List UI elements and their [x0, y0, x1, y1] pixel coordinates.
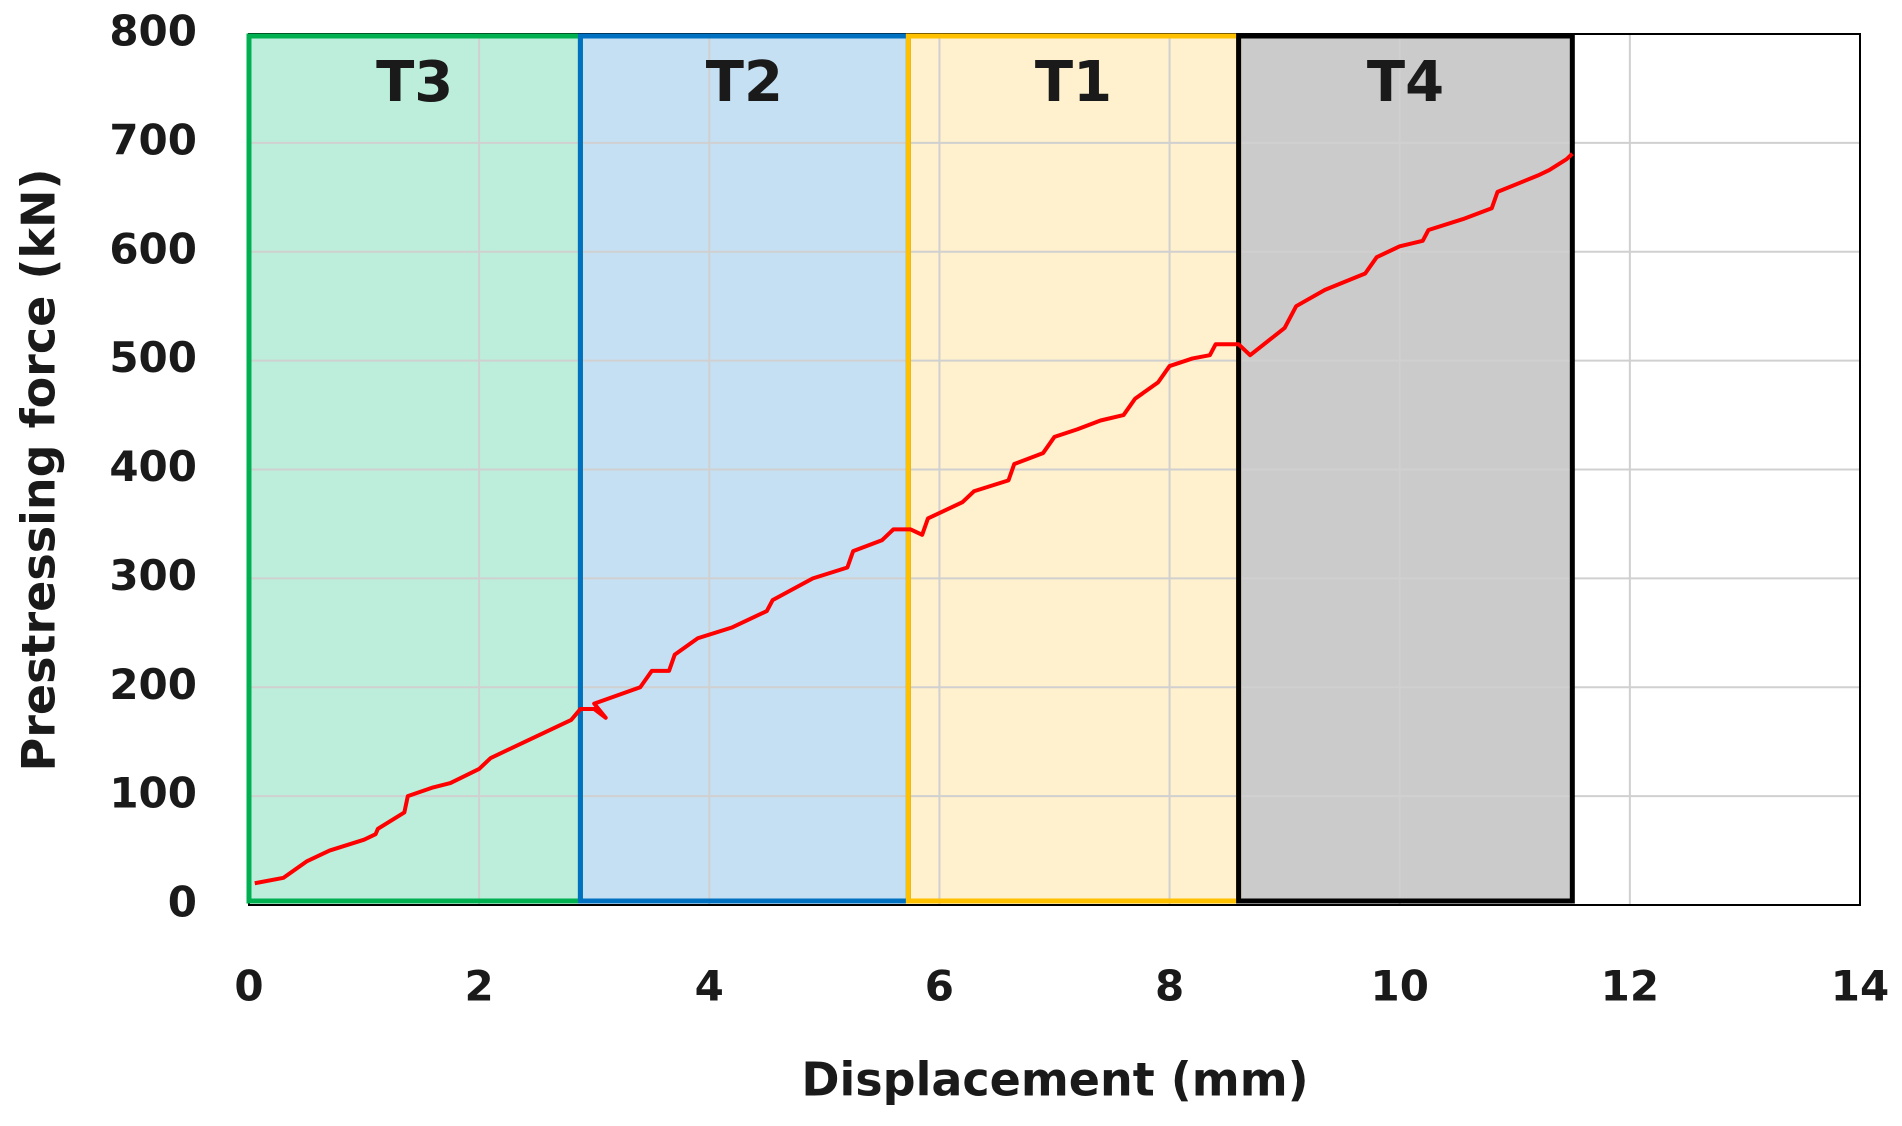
y-tick-label: 800: [109, 7, 197, 56]
y-tick-label: 100: [109, 769, 197, 818]
y-tick-label: 700: [109, 115, 197, 164]
region-label: T4: [1367, 50, 1444, 115]
x-tick-label: 8: [1155, 962, 1184, 1011]
x-axis-title: Displacement (mm): [801, 1053, 1308, 1107]
x-tick-label: 14: [1831, 962, 1889, 1011]
region-label: T2: [706, 50, 783, 115]
y-tick-label: 200: [109, 660, 197, 709]
x-tick-label: 6: [925, 962, 954, 1011]
x-tick-label: 10: [1370, 962, 1428, 1011]
y-axis-title: Prestressing force (kN): [12, 169, 66, 772]
region-label: T1: [1035, 50, 1112, 115]
y-tick-label: 500: [109, 333, 197, 382]
data-line: [254, 152, 1574, 886]
x-tick-label: 2: [465, 962, 494, 1011]
x-tick-label: 0: [234, 962, 263, 1011]
y-tick-label: 0: [168, 878, 197, 927]
y-tick-label: 400: [109, 442, 197, 491]
x-tick-label: 12: [1601, 962, 1659, 1011]
region-border: [1236, 33, 1575, 904]
region-label: T3: [376, 50, 453, 115]
y-tick-label: 600: [109, 224, 197, 273]
x-tick-label: 4: [695, 962, 724, 1011]
y-tick-label: 300: [109, 551, 197, 600]
